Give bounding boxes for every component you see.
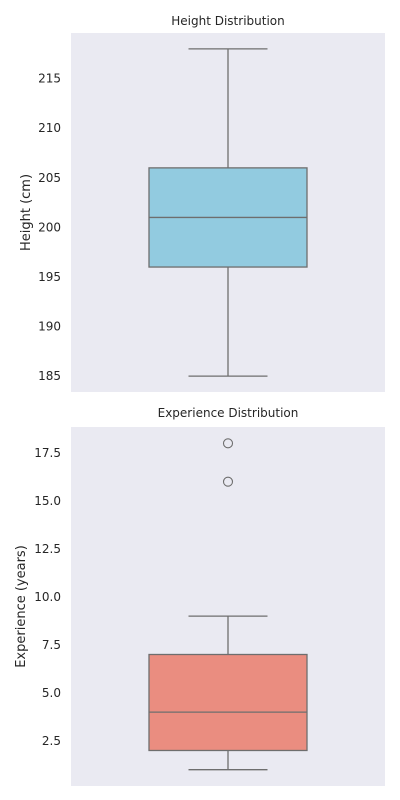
experience-y-tick-label: 2.5 xyxy=(42,734,61,748)
experience-y-tick-label: 12.5 xyxy=(34,542,61,556)
height-y-tick-label: 190 xyxy=(38,320,61,334)
height-y-tick-label: 205 xyxy=(38,171,61,185)
experience-outlier-point xyxy=(222,476,234,487)
experience-outlier-point xyxy=(222,438,234,449)
experience-chart-title: Experience Distribution xyxy=(158,406,299,420)
height-y-tick-label: 210 xyxy=(38,121,61,135)
height-y-axis-label: Height (cm) xyxy=(19,174,34,251)
experience-y-axis-label: Experience (years) xyxy=(14,545,29,668)
experience-y-tick-label: 17.5 xyxy=(34,446,61,460)
experience-y-tick-label: 15.0 xyxy=(34,494,61,508)
height-chart-title: Height Distribution xyxy=(171,14,285,28)
height-y-tick-label: 215 xyxy=(38,72,61,86)
height-y-tick-label: 195 xyxy=(38,270,61,284)
height-y-tick-label: 185 xyxy=(38,369,61,383)
height-y-tick-label: 200 xyxy=(38,220,61,234)
height-chart: Height Distribution 185 190 195 200 205 210 215… xyxy=(19,14,385,392)
experience-box xyxy=(148,653,308,752)
experience-chart: Experience Distribution 2.5 5.0 7.5 10.0 12.5… xyxy=(14,406,385,786)
experience-y-tick-label: 7.5 xyxy=(42,638,61,652)
experience-y-tick-label: 10.0 xyxy=(34,590,61,604)
experience-y-tick-label: 5.0 xyxy=(42,686,61,700)
